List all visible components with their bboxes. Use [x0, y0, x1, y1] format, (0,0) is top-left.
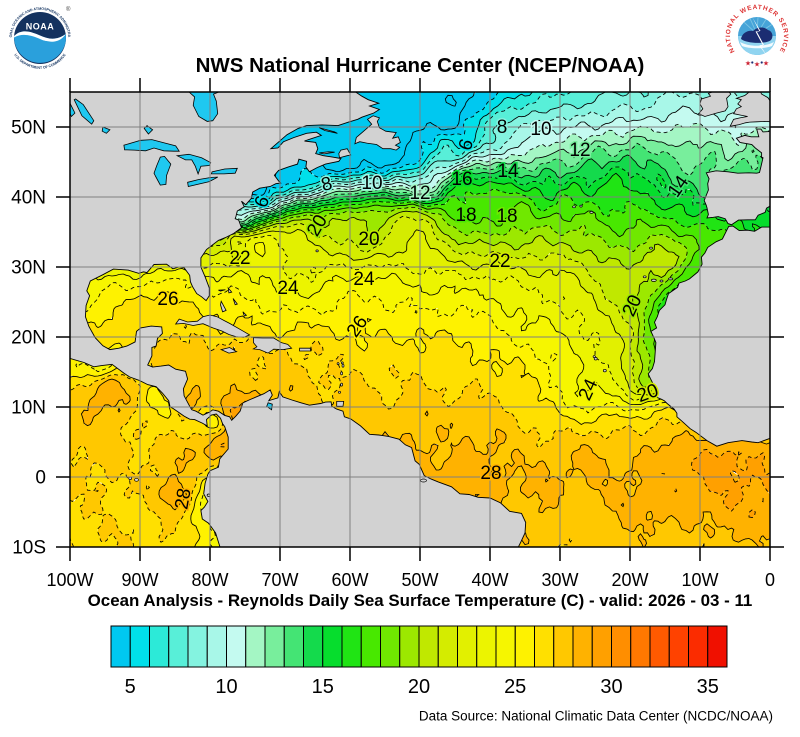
svg-text:24: 24 — [353, 269, 375, 290]
svg-text:8: 8 — [497, 117, 508, 138]
svg-text:50W: 50W — [401, 570, 438, 590]
svg-text:22: 22 — [489, 251, 510, 272]
svg-text:NOAA: NOAA — [26, 22, 55, 32]
svg-text:30W: 30W — [541, 570, 578, 590]
svg-text:15: 15 — [312, 676, 334, 698]
svg-text:24: 24 — [277, 278, 299, 299]
svg-text:12: 12 — [409, 183, 430, 204]
svg-text:16: 16 — [451, 169, 472, 190]
svg-text:26: 26 — [157, 289, 178, 310]
svg-text:★: ★ — [754, 61, 760, 69]
svg-text:0: 0 — [765, 570, 775, 590]
svg-text:NWS National Hurricane Center: NWS National Hurricane Center (NCEP/NOAA… — [196, 54, 645, 77]
svg-text:18: 18 — [455, 205, 476, 226]
svg-text:70W: 70W — [261, 570, 298, 590]
svg-text:90W: 90W — [121, 570, 158, 590]
svg-text:100W: 100W — [46, 570, 93, 590]
svg-text:20: 20 — [408, 676, 430, 698]
svg-text:18: 18 — [496, 206, 517, 227]
svg-text:28: 28 — [171, 487, 195, 511]
svg-text:14: 14 — [497, 161, 519, 182]
svg-text:25: 25 — [504, 676, 526, 698]
svg-text:30: 30 — [600, 676, 622, 698]
svg-text:10N: 10N — [11, 398, 46, 419]
svg-text:5: 5 — [125, 676, 136, 698]
svg-text:12: 12 — [569, 140, 590, 161]
svg-text:80W: 80W — [191, 570, 228, 590]
svg-text:10: 10 — [361, 173, 382, 194]
svg-text:Ocean Analysis - Reynolds Dail: Ocean Analysis - Reynolds Daily Sea Surf… — [88, 591, 753, 610]
svg-text:0: 0 — [35, 468, 46, 489]
svg-text:28: 28 — [480, 463, 501, 484]
svg-text:60W: 60W — [331, 570, 368, 590]
svg-text:20W: 20W — [611, 570, 648, 590]
svg-text:10S: 10S — [12, 538, 46, 559]
svg-text:20N: 20N — [11, 328, 46, 349]
svg-text:10W: 10W — [681, 570, 718, 590]
svg-text:20: 20 — [358, 229, 379, 250]
svg-text:50N: 50N — [11, 118, 46, 139]
svg-text:10: 10 — [215, 676, 237, 698]
svg-text:40W: 40W — [471, 570, 508, 590]
svg-text:Data Source: National Climatic: Data Source: National Climatic Data Cent… — [419, 709, 773, 724]
svg-text:10: 10 — [530, 119, 551, 140]
svg-text:22: 22 — [229, 248, 250, 269]
svg-text:®: ® — [66, 6, 71, 13]
svg-text:40N: 40N — [11, 188, 46, 209]
svg-text:★: ★ — [745, 60, 751, 68]
svg-text:30N: 30N — [11, 258, 46, 279]
svg-text:35: 35 — [697, 676, 719, 698]
svg-text:★: ★ — [763, 60, 769, 68]
